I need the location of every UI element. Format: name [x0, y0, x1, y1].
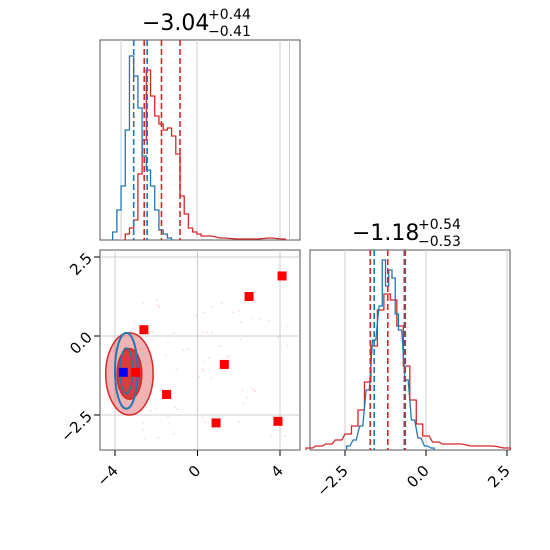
x-tick-label: −4 — [93, 462, 121, 490]
red-histogram-series — [305, 293, 511, 450]
sample-point — [187, 348, 190, 351]
red-square-marker — [139, 325, 149, 335]
sample-point — [220, 302, 223, 305]
sample-point — [254, 390, 257, 393]
title-param-2: −1.18 +0.54 −0.53 — [352, 217, 461, 250]
sample-point — [251, 317, 254, 320]
sample-point — [142, 301, 145, 304]
red-square-marker — [211, 418, 221, 428]
sample-point — [241, 389, 244, 392]
red-contour-inner — [116, 347, 143, 400]
sample-point — [167, 340, 170, 343]
sample-point — [202, 331, 205, 334]
title-1-main: −3.04 — [142, 11, 209, 36]
sample-point — [173, 432, 176, 435]
sample-point — [166, 415, 169, 418]
x-tick-label: 2.5 — [484, 462, 514, 492]
title-param-1: −3.04 +0.44 −0.41 — [142, 7, 251, 40]
sample-point — [270, 434, 273, 437]
y-tick-label: −2.5 — [57, 407, 95, 445]
sample-point — [203, 360, 206, 363]
sample-point — [237, 309, 240, 312]
blue-histogram-series — [111, 55, 173, 240]
sample-point — [239, 321, 242, 324]
sample-point — [206, 332, 209, 335]
title-2-sub: −0.53 — [418, 234, 461, 250]
sample-point — [139, 348, 142, 351]
sample-point — [175, 408, 178, 411]
sample-point — [157, 436, 160, 439]
sample-point — [283, 434, 286, 437]
sample-point — [201, 368, 204, 371]
sample-point — [154, 407, 157, 410]
joint-scatter-panel: −4 0 4 2.5 0.0 −2.5 — [57, 249, 301, 490]
x-tick-label: 0.0 — [403, 462, 433, 492]
sample-point — [142, 428, 145, 431]
red-square-marker — [162, 389, 172, 399]
sample-point — [242, 402, 245, 405]
sample-point — [182, 349, 185, 352]
sample-point — [168, 422, 171, 425]
sample-point — [228, 355, 231, 358]
sample-point — [210, 306, 213, 309]
sample-point — [239, 338, 242, 341]
red-square-marker — [131, 367, 141, 377]
sample-point — [245, 396, 248, 399]
sample-point — [211, 331, 214, 334]
x-tick-label: 0 — [185, 462, 204, 481]
title-2-main: −1.18 — [352, 221, 419, 246]
sample-point — [202, 369, 205, 372]
sample-point — [148, 333, 151, 336]
red-square-marker — [244, 292, 254, 301]
sample-point — [209, 377, 212, 380]
y-tick-label: 0.0 — [66, 328, 96, 358]
sample-point — [148, 361, 151, 364]
sample-point — [226, 356, 229, 359]
sample-point — [203, 311, 206, 314]
sample-point — [141, 422, 144, 425]
title-1-sup: +0.44 — [208, 7, 251, 23]
sample-point — [276, 336, 279, 339]
red-square-marker — [273, 416, 283, 426]
sample-point — [175, 367, 178, 370]
sample-point — [259, 318, 262, 321]
sample-point — [164, 354, 167, 357]
sample-point — [252, 388, 255, 391]
param-2-histogram-panel: −2.5 0.0 2.5 — [305, 249, 514, 500]
sample-point — [219, 345, 222, 348]
blue-square-marker — [118, 367, 128, 377]
title-2-sup: +0.54 — [418, 217, 461, 233]
y-tick-label: 2.5 — [66, 249, 96, 279]
sample-point — [156, 299, 159, 302]
sample-point — [173, 406, 176, 409]
red-histogram-series — [124, 69, 286, 240]
sample-point — [204, 421, 207, 424]
sample-point — [158, 306, 161, 309]
sample-point — [286, 325, 289, 328]
sample-point — [172, 332, 175, 335]
blue-histogram-series — [345, 259, 435, 450]
red-square-marker — [219, 359, 229, 369]
sample-point — [217, 415, 220, 418]
sample-point — [201, 416, 204, 419]
sample-point — [268, 319, 271, 322]
sample-point — [198, 376, 201, 379]
sample-point — [195, 314, 198, 317]
sample-point — [151, 330, 154, 333]
sample-point — [143, 437, 146, 440]
sample-point — [133, 320, 136, 323]
sample-point — [286, 344, 289, 347]
param-1-histogram-panel — [99, 39, 301, 241]
sample-point — [237, 420, 240, 423]
sample-point — [149, 410, 152, 413]
red-square-marker — [277, 271, 287, 281]
sample-point — [207, 357, 210, 360]
title-1-sub: −0.41 — [208, 24, 251, 40]
sample-point — [231, 311, 234, 314]
x-tick-label: 4 — [267, 462, 286, 481]
sample-point — [156, 304, 159, 307]
x-tick-label: −2.5 — [313, 462, 351, 500]
